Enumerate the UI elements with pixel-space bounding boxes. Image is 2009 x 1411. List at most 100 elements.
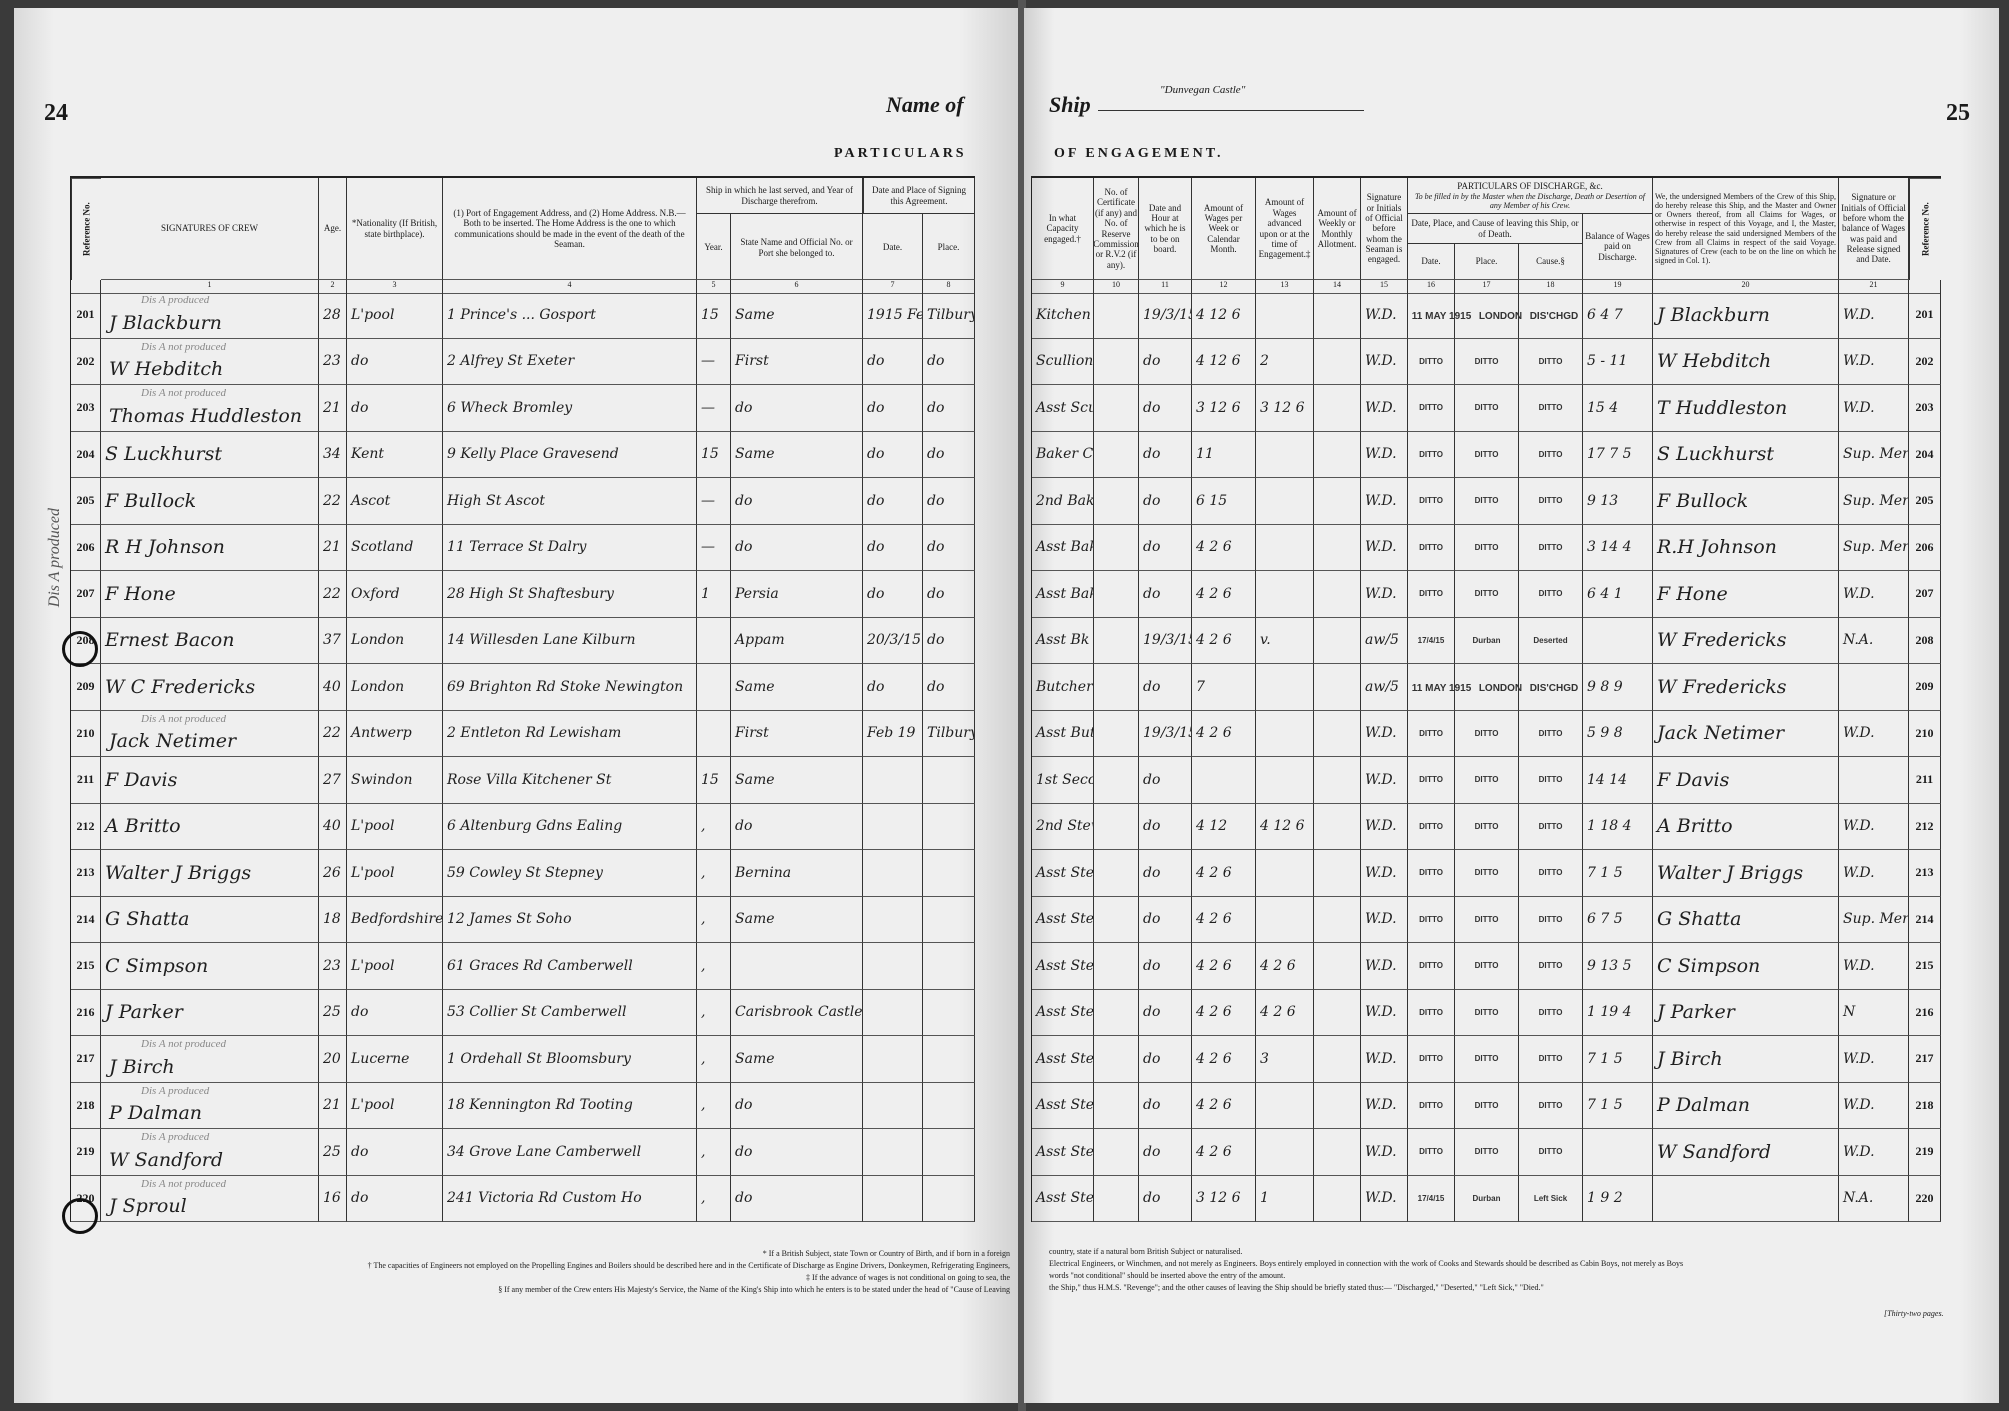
year bbox=[697, 617, 731, 664]
nationality: do bbox=[347, 1129, 443, 1176]
footnote: words "not conditional" should be insert… bbox=[1049, 1271, 1286, 1280]
column-header: Age. bbox=[319, 178, 347, 280]
advance: 4 2 6 bbox=[1256, 943, 1314, 990]
certificate bbox=[1094, 338, 1139, 385]
ref-number: 216 bbox=[1909, 989, 1941, 1036]
address: 12 James St Soho bbox=[443, 896, 697, 943]
discharge-place: DITTO bbox=[1455, 1129, 1519, 1176]
capacity: Asst Steward bbox=[1032, 1036, 1094, 1083]
release-official: W.D. bbox=[1839, 1129, 1909, 1176]
capacity: Asst Butcher bbox=[1032, 710, 1094, 757]
column-header: Reference No. bbox=[1909, 178, 1941, 280]
discharge-cause: DITTO bbox=[1519, 1036, 1583, 1083]
last-ship: do bbox=[731, 385, 863, 432]
discharge-place: DITTO bbox=[1455, 1036, 1519, 1083]
address: 69 Brighton Rd Stoke Newington bbox=[443, 664, 697, 711]
allotment bbox=[1314, 617, 1361, 664]
crew-signature: C Simpson bbox=[101, 943, 319, 990]
board-date: do bbox=[1139, 803, 1192, 850]
wages: 3 12 6 bbox=[1192, 1175, 1256, 1222]
discharge-date: DITTO bbox=[1408, 571, 1455, 618]
ref-number: 207 bbox=[71, 571, 101, 618]
column-number: 2 bbox=[319, 280, 347, 294]
discharge-date: DITTO bbox=[1408, 524, 1455, 571]
release-official: W.D. bbox=[1839, 338, 1909, 385]
column-header: Amount of Weekly or Monthly Allotment. bbox=[1314, 178, 1361, 280]
discharge-cause: DITTO bbox=[1519, 803, 1583, 850]
column-number bbox=[71, 280, 101, 294]
column-number: 8 bbox=[923, 280, 975, 294]
discharge-place: DITTO bbox=[1455, 896, 1519, 943]
release-signature: W Fredericks bbox=[1653, 664, 1839, 711]
discharge-cause: DITTO bbox=[1519, 524, 1583, 571]
release-official: W.D. bbox=[1839, 385, 1909, 432]
release-signature: J Birch bbox=[1653, 1036, 1839, 1083]
ref-number: 212 bbox=[1909, 803, 1941, 850]
official-initials: aw/5 bbox=[1361, 617, 1408, 664]
advance bbox=[1256, 1129, 1314, 1176]
stamp-place-2: LONDON bbox=[1478, 682, 1523, 694]
discharge-place: DITTO bbox=[1455, 850, 1519, 897]
release-official: W.D. bbox=[1839, 710, 1909, 757]
board-date: do bbox=[1139, 896, 1192, 943]
discharge-cause: DITTO bbox=[1519, 385, 1583, 432]
nationality: Lucerne bbox=[347, 1036, 443, 1083]
board-date: do bbox=[1139, 338, 1192, 385]
column-header: Signature or Initials of Official before… bbox=[1361, 178, 1408, 280]
official-initials: W.D. bbox=[1361, 1082, 1408, 1129]
ref-number: 204 bbox=[1909, 431, 1941, 478]
crew-signature-text: W Sandford bbox=[109, 1148, 224, 1171]
release-official: W.D. bbox=[1839, 943, 1909, 990]
address: 2 Alfrey St Exeter bbox=[443, 338, 697, 385]
release-official: Sup. Mer. Office bbox=[1839, 431, 1909, 478]
nationality: L'pool bbox=[347, 1082, 443, 1129]
discharge-cause bbox=[1519, 292, 1583, 339]
column-number: 1 bbox=[101, 280, 319, 294]
column-number: 5 bbox=[697, 280, 731, 294]
capacity: 1st Second Pantry bbox=[1032, 757, 1094, 804]
signing-place bbox=[923, 1082, 975, 1129]
official-initials: W.D. bbox=[1361, 989, 1408, 1036]
certificate bbox=[1094, 524, 1139, 571]
page-number-right: 25 bbox=[1946, 100, 1970, 126]
address: 28 High St Shaftesbury bbox=[443, 571, 697, 618]
signing-place: do bbox=[923, 385, 975, 432]
release-official: W.D. bbox=[1839, 292, 1909, 339]
column-number: 16 bbox=[1408, 280, 1455, 294]
wages: 4 2 6 bbox=[1192, 710, 1256, 757]
nationality: Antwerp bbox=[347, 710, 443, 757]
page-number-left: 24 bbox=[44, 100, 68, 126]
discharge-place: DITTO bbox=[1455, 524, 1519, 571]
signing-place: do bbox=[923, 478, 975, 525]
balance: 14 14 bbox=[1583, 757, 1653, 804]
signing-place bbox=[923, 896, 975, 943]
age: 25 bbox=[319, 1129, 347, 1176]
signing-place: do bbox=[923, 617, 975, 664]
dis-a-note: Dis A produced bbox=[141, 294, 210, 306]
right-header: In what Capacity engaged.† No. of Certifi… bbox=[1031, 176, 1941, 294]
certificate bbox=[1094, 1036, 1139, 1083]
advance bbox=[1256, 524, 1314, 571]
crew-signature: G Shatta bbox=[101, 896, 319, 943]
official-initials: W.D. bbox=[1361, 850, 1408, 897]
balance: 1 19 4 bbox=[1583, 989, 1653, 1036]
discharge-cause: DITTO bbox=[1519, 431, 1583, 478]
crew-signature: S Luckhurst bbox=[101, 431, 319, 478]
board-date: do bbox=[1139, 943, 1192, 990]
ref-number: 210 bbox=[1909, 710, 1941, 757]
official-initials: W.D. bbox=[1361, 710, 1408, 757]
signing-place bbox=[923, 943, 975, 990]
certificate bbox=[1094, 850, 1139, 897]
advance bbox=[1256, 431, 1314, 478]
release-signature: W Sandford bbox=[1653, 1129, 1839, 1176]
discharge-date: DITTO bbox=[1408, 710, 1455, 757]
column-number: 15 bbox=[1361, 280, 1408, 294]
wages: 4 2 6 bbox=[1192, 524, 1256, 571]
dis-a-note: Dis A not produced bbox=[141, 1038, 227, 1050]
signing-date: do bbox=[863, 664, 923, 711]
release-official: W.D. bbox=[1839, 571, 1909, 618]
certificate bbox=[1094, 1082, 1139, 1129]
discharge-cause: DITTO bbox=[1519, 1082, 1583, 1129]
ref-number: 201 bbox=[71, 292, 101, 339]
ref-number: 202 bbox=[71, 338, 101, 385]
